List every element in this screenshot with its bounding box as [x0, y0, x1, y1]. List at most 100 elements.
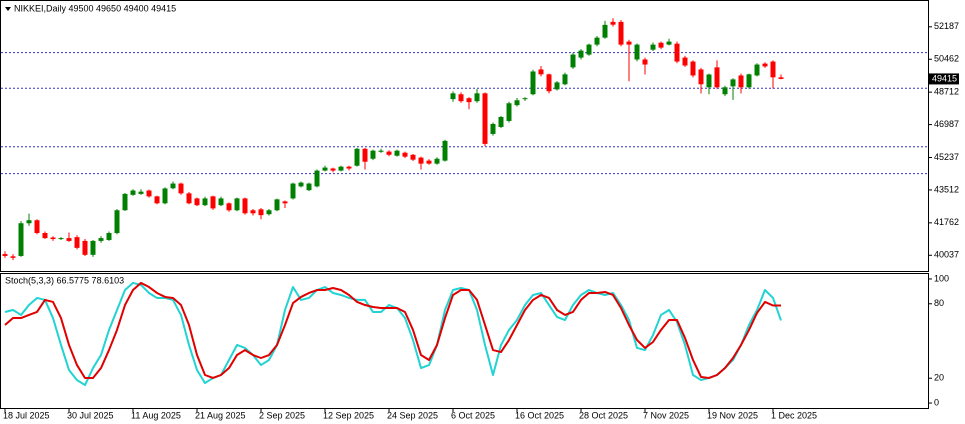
candle-body	[618, 21, 624, 45]
candle-body	[698, 69, 704, 85]
candle-body	[114, 210, 120, 234]
candle-body	[738, 75, 744, 88]
candle-body	[410, 154, 416, 160]
y-tick-label: 80	[934, 298, 944, 308]
candle-body	[746, 74, 752, 88]
x-tick-label: 7 Nov 2025	[643, 410, 689, 420]
candle-body	[210, 196, 216, 209]
y-tick-label: 45237	[934, 152, 959, 162]
candle-body	[770, 61, 776, 78]
candle-body	[10, 256, 16, 258]
candle-body	[178, 183, 184, 194]
chart-title: NIKKEI,Daily 49500 49650 49400 49415	[14, 3, 176, 13]
candle-body	[386, 151, 392, 155]
candle-body	[186, 193, 192, 204]
candle-body	[82, 240, 88, 255]
candle-body	[570, 54, 576, 68]
x-tick-label: 24 Sep 2025	[387, 410, 438, 420]
candle-body	[154, 196, 160, 204]
candle-body	[498, 117, 504, 127]
x-tick-label: 18 Jul 2025	[3, 410, 50, 420]
candle-body	[34, 220, 40, 234]
stoch-line	[4, 281, 781, 379]
candle-body	[650, 44, 656, 50]
candle-body	[394, 150, 400, 156]
candle-body	[778, 77, 784, 79]
candle-body	[426, 160, 432, 164]
candle-body	[690, 61, 696, 76]
candle-body	[322, 167, 328, 171]
candle-body	[74, 237, 80, 248]
candle-body	[250, 210, 256, 214]
y-tick-label: 41762	[934, 217, 959, 227]
candle-body	[578, 50, 584, 58]
candle-body	[506, 103, 512, 121]
candle-body	[282, 201, 288, 204]
candle-body	[218, 198, 224, 206]
candle-body	[354, 148, 360, 166]
y-tick-label: 40037	[934, 250, 959, 260]
candle-body	[482, 93, 488, 144]
menu-icon	[5, 7, 11, 11]
y-tick-label: 46987	[934, 119, 959, 129]
stoch-line	[4, 281, 782, 387]
y-tick-label: 43512	[934, 184, 959, 194]
candle-body	[706, 74, 712, 88]
x-tick-label: 30 Jul 2025	[67, 410, 114, 420]
candle-body	[610, 21, 616, 25]
candle-body	[554, 82, 560, 90]
candle-body	[226, 203, 232, 211]
candle-body	[362, 148, 368, 162]
candle-body	[594, 37, 600, 45]
candle-body	[674, 43, 680, 62]
candle-body	[2, 254, 8, 256]
candle-body	[538, 69, 544, 75]
indicator-pane	[0, 273, 929, 409]
candle-body	[290, 183, 296, 199]
candle-body	[338, 166, 344, 171]
candle-body	[242, 198, 248, 214]
main-pane	[0, 0, 929, 272]
x-tick-label: 2 Sep 2025	[259, 410, 305, 420]
candle-body	[18, 223, 24, 256]
candle-body	[194, 198, 200, 206]
candle-body	[626, 41, 632, 45]
candle-body	[170, 183, 176, 189]
candle-body	[514, 100, 520, 106]
candle-body	[42, 233, 48, 239]
candle-body	[378, 150, 384, 152]
candle-body	[762, 63, 768, 67]
last-price-label: 49415	[932, 73, 957, 83]
candle-body	[530, 71, 536, 95]
x-tick-label: 6 Oct 2025	[451, 410, 495, 420]
candle-body	[474, 93, 480, 102]
candle-body	[298, 182, 304, 187]
candle-body	[666, 41, 672, 45]
candle-body	[466, 98, 472, 103]
candle-body	[258, 209, 264, 216]
candle-body	[234, 198, 240, 211]
y-tick-label: 0	[934, 397, 939, 407]
candle-body	[314, 170, 320, 187]
candle-body	[586, 44, 592, 55]
candle-body	[58, 238, 64, 240]
candle-body	[122, 193, 128, 211]
candle-body	[26, 220, 32, 224]
candle-body	[330, 168, 336, 171]
x-tick-label: 11 Aug 2025	[131, 410, 181, 420]
candle-body	[434, 158, 440, 164]
candle-body	[106, 233, 112, 240]
candle-body	[602, 24, 608, 38]
candle-body	[274, 199, 280, 211]
candle-body	[730, 79, 736, 87]
x-tick-label: 21 Aug 2025	[195, 410, 246, 420]
candle-body	[658, 42, 664, 48]
x-tick-label: 28 Oct 2025	[579, 410, 628, 420]
candle-body	[418, 157, 424, 164]
candle-body	[722, 87, 728, 95]
candle-body	[642, 59, 648, 65]
candle-body	[50, 237, 56, 240]
candle-body	[346, 166, 352, 169]
candle-body	[522, 98, 528, 100]
